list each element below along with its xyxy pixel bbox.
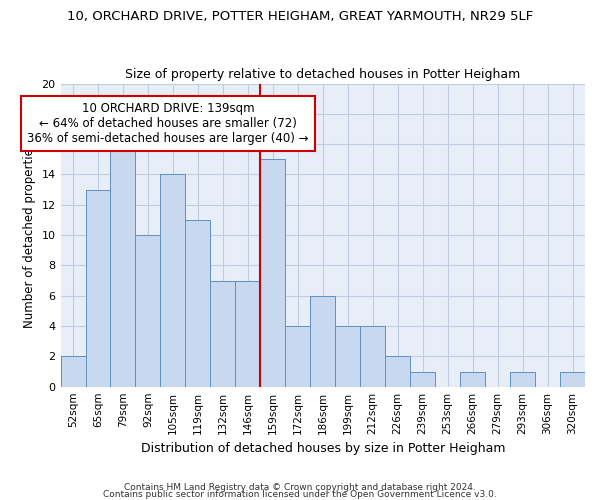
Bar (235, 280, 260, 386)
Bar (510, 372, 535, 386)
Bar (260, 160, 286, 386)
X-axis label: Distribution of detached houses by size in Potter Heigham: Distribution of detached houses by size … (140, 442, 505, 455)
Bar (560, 372, 585, 386)
Title: Size of property relative to detached houses in Potter Heigham: Size of property relative to detached ho… (125, 68, 520, 81)
Bar (211, 280, 235, 386)
Bar (61, 356, 86, 386)
Text: Contains HM Land Registry data © Crown copyright and database right 2024.: Contains HM Land Registry data © Crown c… (124, 484, 476, 492)
Bar (410, 372, 435, 386)
Bar (460, 372, 485, 386)
Text: Contains public sector information licensed under the Open Government Licence v3: Contains public sector information licen… (103, 490, 497, 499)
Bar (86, 190, 110, 386)
Bar (160, 174, 185, 386)
Bar (385, 356, 410, 386)
Bar (185, 220, 211, 386)
Text: 10 ORCHARD DRIVE: 139sqm
← 64% of detached houses are smaller (72)
36% of semi-d: 10 ORCHARD DRIVE: 139sqm ← 64% of detach… (27, 102, 308, 144)
Bar (136, 235, 160, 386)
Text: 10, ORCHARD DRIVE, POTTER HEIGHAM, GREAT YARMOUTH, NR29 5LF: 10, ORCHARD DRIVE, POTTER HEIGHAM, GREAT… (67, 10, 533, 23)
Bar (360, 326, 385, 386)
Bar (335, 326, 360, 386)
Bar (110, 129, 136, 386)
Bar (286, 326, 310, 386)
Y-axis label: Number of detached properties: Number of detached properties (23, 142, 36, 328)
Bar (310, 296, 335, 386)
